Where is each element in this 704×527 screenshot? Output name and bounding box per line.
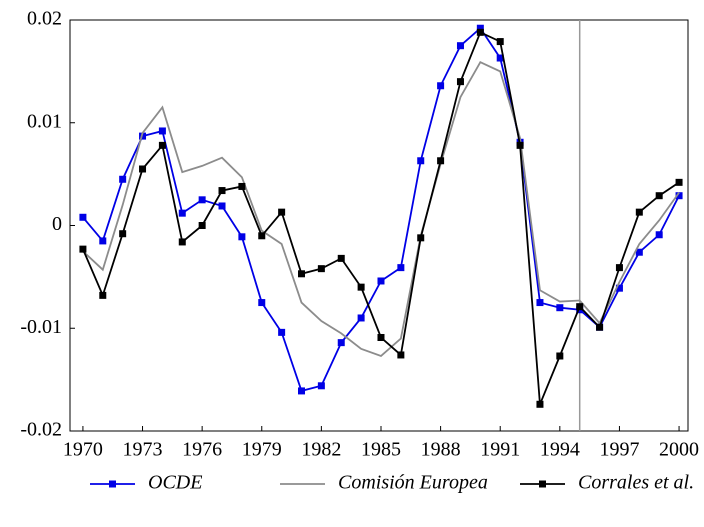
point (258, 299, 266, 307)
point (536, 299, 544, 307)
point (198, 196, 206, 204)
point (496, 38, 504, 46)
point (496, 54, 504, 62)
point (437, 82, 445, 90)
point (99, 291, 107, 299)
point (576, 303, 584, 311)
y-tick-label: 0.02 (27, 8, 62, 30)
point (417, 234, 425, 242)
point (119, 175, 127, 183)
point (238, 182, 246, 190)
point (635, 208, 643, 216)
x-tick-label: 2000 (659, 439, 699, 461)
x-tick-label: 1982 (301, 439, 341, 461)
point (476, 24, 484, 32)
point (258, 232, 266, 240)
point (99, 237, 107, 245)
point (596, 323, 604, 331)
point (218, 187, 226, 195)
point (317, 265, 325, 273)
y-tick-label: -0.02 (20, 419, 62, 441)
point (456, 42, 464, 50)
point (79, 213, 87, 221)
point (456, 78, 464, 86)
series-line (82, 60, 680, 358)
point (377, 333, 385, 341)
point (536, 400, 544, 408)
point (178, 209, 186, 217)
point (337, 254, 345, 262)
point (357, 314, 365, 322)
x-tick-label: 1973 (123, 439, 163, 461)
point (119, 230, 127, 238)
series-line (82, 31, 680, 405)
point (476, 28, 484, 36)
legend-label: Comisión Europea (338, 472, 488, 494)
x-tick-label: 1970 (63, 439, 103, 461)
point (278, 328, 286, 336)
point (178, 238, 186, 246)
point (556, 352, 564, 360)
x-tick-label: 1988 (421, 439, 461, 461)
point (317, 382, 325, 390)
legend-label: Corrales et al. (578, 472, 694, 494)
point (377, 277, 385, 285)
legend-marker (539, 480, 546, 488)
point (655, 231, 663, 239)
point (139, 165, 147, 173)
point (198, 222, 206, 229)
point (337, 339, 345, 347)
legend-marker (109, 480, 116, 488)
point (238, 233, 246, 241)
y-tick-label: 0.01 (27, 110, 62, 132)
y-tick-label: 0 (52, 213, 62, 235)
x-tick-label: 1997 (599, 439, 639, 461)
x-tick-label: 1976 (182, 439, 222, 461)
x-tick-label: 1994 (540, 439, 580, 461)
point (357, 283, 365, 291)
y-tick-label: -0.01 (20, 316, 62, 338)
point (397, 264, 405, 272)
point (158, 141, 166, 149)
point (635, 248, 643, 256)
point (516, 141, 524, 149)
legend-label: OCDE (148, 472, 202, 494)
plot-frame (69, 19, 689, 432)
point (218, 202, 226, 210)
point (298, 270, 306, 278)
x-tick-label: 1979 (242, 439, 282, 461)
point (79, 245, 87, 253)
point (615, 284, 623, 292)
point (437, 157, 445, 165)
point (158, 127, 166, 135)
point (655, 192, 663, 200)
point (417, 157, 425, 165)
x-tick-label: 1985 (361, 439, 401, 461)
point (615, 264, 623, 272)
point (675, 178, 683, 186)
point (298, 387, 306, 395)
point (397, 351, 405, 359)
point (278, 208, 286, 216)
point (675, 192, 683, 200)
x-tick-label: 1991 (480, 439, 520, 461)
point (556, 304, 564, 312)
